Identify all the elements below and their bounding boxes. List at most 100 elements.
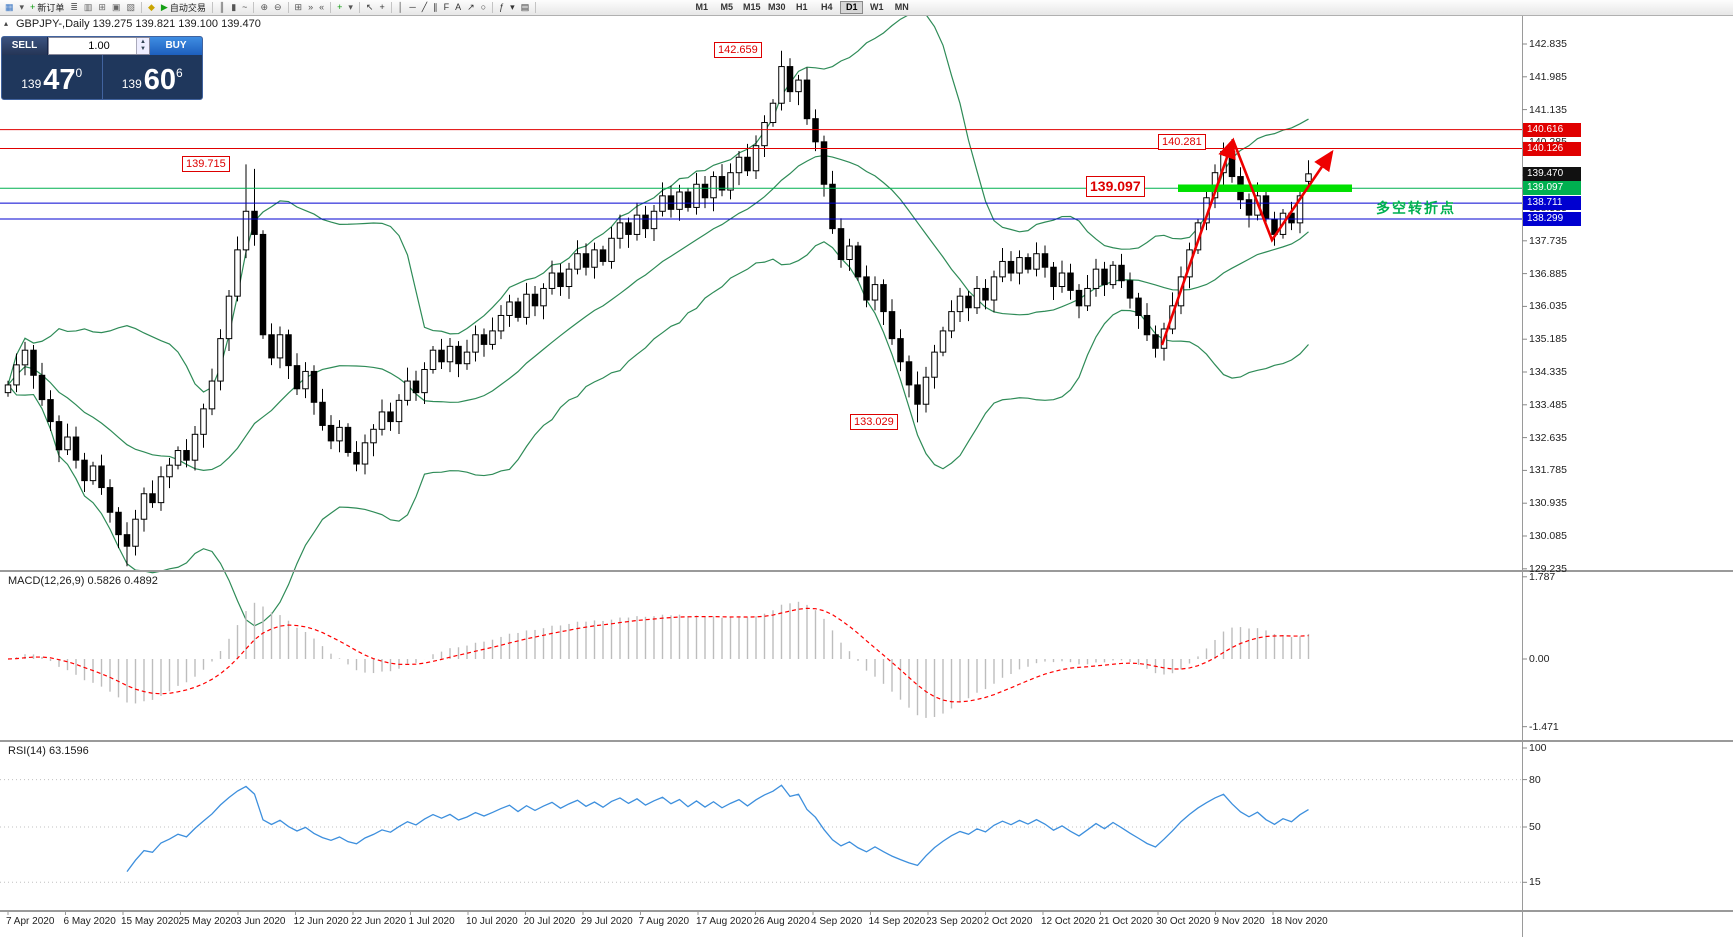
toolbar-separator [390, 2, 392, 13]
tile-windows-button[interactable]: ⊞ [292, 1, 306, 15]
autotrading-button[interactable]: ▶ 自动交易 [158, 1, 209, 15]
buy-button[interactable]: BUY [150, 37, 202, 55]
timeframe-h1-button[interactable]: H1 [790, 1, 813, 14]
volume-up-icon[interactable]: ▲ [140, 39, 146, 45]
timeframe-mn-button[interactable]: MN [890, 1, 913, 14]
vertical-line-button[interactable]: │ [395, 1, 407, 15]
chart-shift-button[interactable]: « [316, 1, 327, 15]
indicators-button[interactable]: ƒ [496, 1, 507, 15]
chart-annotations[interactable] [1160, 137, 1352, 346]
chinese-note-annotation[interactable]: 多空转折点 [1376, 200, 1456, 216]
fibonacci-icon: F [443, 2, 450, 12]
macd-axis-label: 1.787 [1529, 570, 1556, 583]
bid-price-major: 139 [21, 77, 42, 91]
sell-button[interactable]: SELL [2, 37, 48, 55]
horizontal-line-icon: ─ [409, 2, 416, 12]
one-click-toggle-icon[interactable]: ▴ [4, 19, 9, 28]
date-axis-label: 12 Oct 2020 [1041, 916, 1096, 927]
price-tag: 139.097 [1523, 181, 1581, 196]
price-callout-label[interactable]: 140.281 [1158, 134, 1206, 150]
date-axis-label: 9 Nov 2020 [1213, 916, 1265, 927]
text-label-button[interactable]: A [452, 1, 464, 15]
terminal-button[interactable]: ▣ [109, 1, 124, 15]
zoom-in-button[interactable]: ⊕ [257, 1, 271, 15]
trend-arrow-up-2[interactable] [1231, 139, 1334, 243]
crosshair-button[interactable]: + [376, 1, 387, 15]
toolbar-separator [358, 2, 360, 13]
cursor-icon: ↖ [365, 2, 374, 12]
price-callout-label[interactable]: 139.715 [182, 156, 230, 172]
price-axis-label: 134.335 [1529, 366, 1567, 378]
rsi-line [126, 784, 1309, 873]
timeframe-h4-button[interactable]: H4 [815, 1, 838, 14]
metaeditor-button[interactable]: ◆ [145, 1, 158, 15]
support-highlight-line[interactable] [1178, 184, 1352, 192]
toolbar-separator [535, 2, 537, 13]
templates-button[interactable]: ▤ [518, 1, 533, 15]
horizontal-line-button[interactable]: ─ [406, 1, 418, 15]
ask-price: 139 60 6 [103, 55, 203, 99]
ask-price-major: 139 [121, 77, 142, 91]
volume-input[interactable]: 1.00 ▲ ▼ [48, 37, 150, 55]
horizontal-level-lines[interactable] [0, 129, 1522, 220]
shapes-button[interactable]: ○ [478, 1, 489, 15]
zoom-out-button[interactable]: ⊖ [271, 1, 285, 15]
timeframe-w1-button[interactable]: W1 [865, 1, 888, 14]
indicator-list-button[interactable]: ▾ [345, 1, 356, 15]
cursor-button[interactable]: ↖ [363, 1, 377, 15]
timeframe-d1-button[interactable]: D1 [840, 1, 864, 14]
price-tag: 138.711 [1523, 196, 1581, 211]
macd-signal-line [7, 607, 1309, 703]
pane-separator[interactable] [0, 910, 1733, 912]
chart-line-icon: ~ [242, 2, 248, 12]
date-axis-label: 26 Aug 2020 [753, 916, 810, 927]
toolbar-separator [492, 2, 494, 13]
fibonacci-button[interactable]: F [441, 1, 453, 15]
period-list-button[interactable]: ▾ [507, 1, 518, 15]
navigator-button[interactable]: ⊞ [95, 1, 109, 15]
volume-value: 1.00 [88, 40, 110, 52]
price-callout-label[interactable]: 133.029 [850, 414, 898, 430]
volume-spinner[interactable]: ▲ ▼ [136, 38, 149, 54]
profiles-button[interactable]: ▾ [17, 1, 28, 15]
trend-arrow-up-1[interactable] [1160, 137, 1236, 346]
price-callout-label[interactable]: 142.659 [714, 42, 762, 58]
price-axis-label: 136.885 [1529, 267, 1567, 280]
date-axis-label: 7 Aug 2020 [638, 916, 690, 927]
pane-separator[interactable] [0, 740, 1733, 742]
toolbar-separator [287, 2, 289, 13]
price-callout-label[interactable]: 139.097 [1086, 176, 1145, 197]
strategy-tester-button[interactable]: ▧ [123, 1, 138, 15]
data-window-button[interactable]: ▥ [81, 1, 96, 15]
channel-button[interactable]: ∥ [430, 1, 441, 15]
pane-separator[interactable] [0, 570, 1733, 572]
ask-price-point: 6 [176, 66, 183, 80]
timeframe-m5-button[interactable]: M5 [715, 1, 738, 14]
timeframe-m1-button[interactable]: M1 [690, 1, 713, 14]
trendline-button[interactable]: ╱ [419, 1, 430, 15]
chart-candles-button[interactable]: ▮ [228, 1, 239, 15]
date-axis-label: 12 Jun 2020 [293, 916, 349, 927]
volume-down-icon[interactable]: ▼ [140, 46, 146, 52]
chart-bars-button[interactable]: ║ [216, 1, 228, 15]
price-axis-label: 130.085 [1529, 530, 1567, 542]
bid-price-point: 0 [75, 66, 83, 80]
add-indicator-button[interactable]: + [334, 1, 345, 15]
market-watch-icon: ≣ [70, 2, 78, 12]
price-axis-label: 133.485 [1529, 398, 1567, 411]
date-axis-label: 2 Oct 2020 [983, 916, 1033, 927]
arrow-tool-button[interactable]: ↗ [464, 1, 478, 15]
chart-line-button[interactable]: ~ [239, 1, 250, 15]
date-axis-label: 4 Sep 2020 [811, 916, 863, 927]
auto-scroll-button[interactable]: » [305, 1, 316, 15]
new-order-button[interactable]: + 新订单 [27, 1, 67, 15]
auto-scroll-icon: » [308, 2, 314, 12]
timeframe-m30-button[interactable]: M30 [765, 1, 788, 14]
new-chart-button[interactable]: ▦ [2, 1, 17, 15]
timeframe-m15-button[interactable]: M15 [740, 1, 763, 14]
date-axis-label: 14 Sep 2020 [868, 916, 926, 927]
market-watch-button[interactable]: ≣ [67, 1, 81, 15]
